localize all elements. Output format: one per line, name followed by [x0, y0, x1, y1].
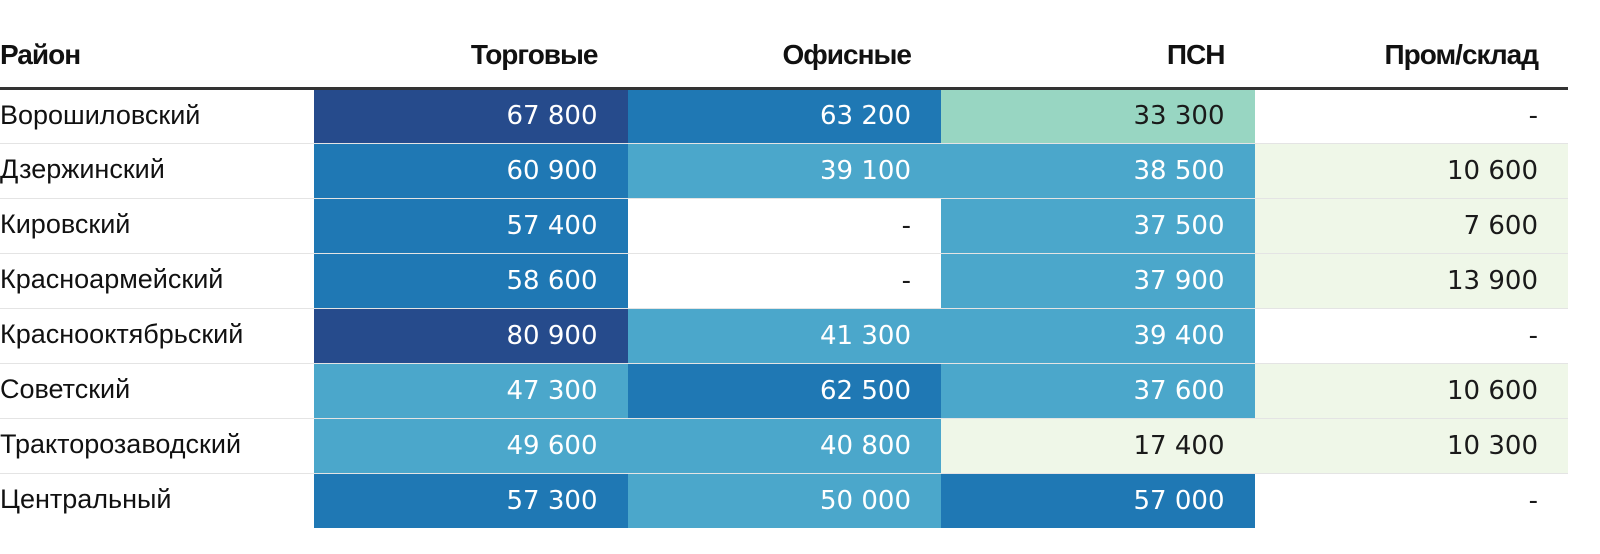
- cell-office: -: [627, 198, 941, 254]
- table-row: Советский 47 300 62 500 37 600 10 600: [0, 363, 1568, 419]
- cell-retail: 58 600: [314, 253, 628, 309]
- cell-office: 41 300: [627, 308, 941, 364]
- cell-retail: 80 900: [314, 308, 628, 364]
- header-row: Район Торговые Офисные ПСН Пром/склад: [0, 0, 1568, 90]
- header-retail: Торговые: [314, 0, 628, 90]
- header-industrial: Пром/склад: [1254, 0, 1568, 90]
- cell-retail: 57 300: [314, 473, 628, 528]
- district-name: Краснооктябрьский: [0, 308, 314, 364]
- price-table-wrapper: Район Торговые Офисные ПСН Пром/склад Во…: [0, 0, 1568, 528]
- cell-office: 39 100: [627, 143, 941, 199]
- table-header: Район Торговые Офисные ПСН Пром/склад: [0, 0, 1568, 90]
- cell-psn: 37 900: [941, 253, 1255, 309]
- cell-industrial: -: [1254, 308, 1568, 364]
- cell-industrial: 7 600: [1254, 198, 1568, 254]
- cell-retail: 49 600: [314, 418, 628, 474]
- district-name: Тракторозаводский: [0, 418, 314, 474]
- district-name: Кировский: [0, 198, 314, 254]
- cell-office: 40 800: [627, 418, 941, 474]
- table-row: Ворошиловский 67 800 63 200 33 300-: [0, 88, 1568, 144]
- cell-industrial: 10 300: [1254, 418, 1568, 474]
- cell-psn: 33 300: [941, 88, 1255, 144]
- district-name: Центральный: [0, 484, 172, 515]
- price-table: Район Торговые Офисные ПСН Пром/склад Во…: [0, 0, 1568, 528]
- table-row: Центральный 57 300 50 000 57 000-: [0, 473, 1568, 528]
- cell-psn: 17 400: [941, 418, 1255, 474]
- table-row: Дзержинский 60 900 39 100 38 500 10 600: [0, 143, 1568, 199]
- cell-industrial: -: [1254, 473, 1568, 528]
- header-psn: ПСН: [941, 0, 1255, 90]
- cell-office: 50 000: [627, 473, 941, 528]
- district-name: Советский: [0, 363, 314, 419]
- cell-retail: 67 800: [314, 88, 628, 144]
- cell-retail: 47 300: [314, 363, 628, 419]
- header-district: Район: [0, 0, 314, 90]
- table-row: Краснооктябрьский 80 900 41 300 39 400-: [0, 308, 1568, 364]
- table-row: Кировский 57 400-37 500 7 600: [0, 198, 1568, 254]
- table-row: Тракторозаводский 49 600 40 800 17 400 10 30…: [0, 418, 1568, 474]
- cell-industrial: 10 600: [1254, 363, 1568, 419]
- cell-office: 63 200: [627, 88, 941, 144]
- table-row: Красноармейский 58 600-37 900 13 900: [0, 253, 1568, 309]
- cell-industrial: -: [1254, 88, 1568, 144]
- table-body: Ворошиловский 67 800 63 200 33 300- Дзержинс…: [0, 88, 1568, 528]
- cell-psn: 38 500: [941, 143, 1255, 199]
- header-office: Офисные: [627, 0, 941, 90]
- cell-retail: 60 900: [314, 143, 628, 199]
- district-name: Красноармейский: [0, 253, 314, 309]
- cell-office: -: [627, 253, 941, 309]
- cell-retail: 57 400: [314, 198, 628, 254]
- cell-industrial: 10 600: [1254, 143, 1568, 199]
- cell-office: 62 500: [627, 363, 941, 419]
- cell-psn: 37 500: [941, 198, 1255, 254]
- cell-industrial: 13 900: [1254, 253, 1568, 309]
- cell-psn: 57 000: [941, 473, 1255, 528]
- district-name: Дзержинский: [0, 143, 314, 199]
- district-name: Ворошиловский: [0, 88, 314, 144]
- cell-psn: 39 400: [941, 308, 1255, 364]
- cell-psn: 37 600: [941, 363, 1255, 419]
